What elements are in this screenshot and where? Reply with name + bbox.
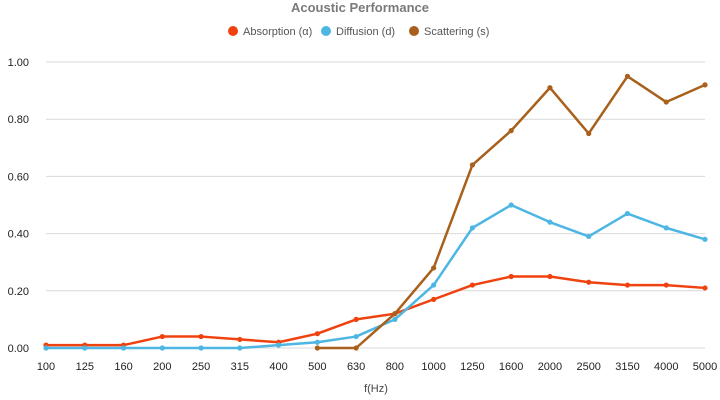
x-tick-label: 4000: [654, 361, 678, 373]
x-axis: 100 125 160 200 250 315 400 500 630 800 1000 1250 16…: [37, 361, 717, 373]
data-point: [547, 273, 553, 280]
series-group: [43, 73, 708, 351]
series-line: [44, 203, 707, 350]
data-point: [392, 316, 398, 322]
data-point: [353, 316, 359, 322]
x-tick-label: 250: [192, 361, 210, 373]
data-point: [547, 85, 553, 91]
y-tick-label: 0.40: [8, 229, 29, 241]
x-tick-label: 2000: [538, 361, 562, 373]
series-line: [316, 75, 707, 350]
data-point: [663, 282, 669, 288]
data-point: [586, 279, 592, 285]
data-point: [469, 282, 476, 288]
data-point: [237, 345, 243, 351]
legend-marker: [321, 26, 331, 36]
data-point: [120, 345, 127, 351]
series-2: [314, 73, 708, 351]
data-point: [663, 225, 669, 231]
data-point: [508, 128, 514, 134]
legend-marker: [409, 26, 419, 36]
legend-item: Diffusion (d): [321, 26, 395, 38]
grid-lines: [46, 61, 705, 349]
data-point: [624, 282, 631, 288]
data-point: [624, 210, 631, 217]
data-point: [702, 285, 708, 291]
legend-label: Absorption (α): [243, 26, 312, 38]
data-point: [469, 162, 476, 168]
x-tick-label: 400: [269, 361, 287, 373]
x-tick-label: 200: [153, 361, 171, 373]
data-point: [43, 345, 49, 351]
data-point: [586, 130, 592, 137]
data-point: [198, 333, 204, 340]
series-0: [43, 273, 708, 348]
data-point: [237, 336, 243, 343]
y-axis: 0.00 0.20 0.40 0.60 0.80 1.00: [8, 57, 29, 355]
data-point: [702, 82, 708, 88]
data-point: [82, 345, 88, 351]
legend-label: Scattering (s): [424, 26, 489, 38]
data-point: [392, 311, 398, 317]
legend: Absorption (α) Diffusion (d) Scattering (s…: [228, 26, 489, 38]
y-tick-label: 0.60: [8, 171, 29, 183]
x-tick-label: 800: [386, 361, 404, 373]
data-point: [353, 345, 359, 351]
data-point: [198, 345, 204, 351]
x-tick-label: 1250: [460, 361, 484, 373]
y-tick-label: 0.80: [8, 114, 29, 126]
legend-item: Scattering (s): [409, 26, 489, 38]
data-point: [431, 282, 437, 288]
data-point: [469, 225, 476, 231]
data-point: [508, 202, 514, 208]
x-tick-label: 2500: [576, 361, 600, 373]
x-tick-label: 125: [76, 361, 94, 373]
x-tick-label: 5000: [693, 361, 717, 373]
data-point: [159, 333, 165, 340]
data-point: [159, 345, 165, 351]
data-point: [624, 73, 631, 79]
x-axis-title: f(Hz): [364, 383, 388, 395]
series-1: [43, 202, 708, 351]
legend-label: Diffusion (d): [336, 26, 395, 38]
data-point: [586, 233, 592, 240]
x-tick-label: 1000: [421, 361, 445, 373]
y-tick-label: 0.00: [8, 343, 29, 355]
x-tick-label: 160: [114, 361, 132, 373]
data-point: [547, 219, 553, 225]
x-tick-label: 500: [308, 361, 326, 373]
series-line: [44, 275, 707, 347]
x-tick-label: 100: [37, 361, 55, 373]
data-point: [275, 342, 282, 348]
legend-item: Absorption (α): [228, 26, 312, 38]
data-point: [314, 339, 320, 345]
data-point: [314, 345, 320, 351]
data-point: [702, 236, 708, 242]
data-point: [431, 296, 437, 302]
data-point: [314, 331, 320, 337]
y-tick-label: 1.00: [8, 57, 29, 69]
x-tick-label: 630: [347, 361, 365, 373]
x-tick-label: 1600: [499, 361, 523, 373]
data-point: [508, 273, 514, 280]
x-tick-label: 3150: [615, 361, 639, 373]
legend-marker: [228, 26, 238, 36]
y-tick-label: 0.20: [8, 286, 29, 298]
data-point: [353, 333, 359, 340]
chart-title: Acoustic Performance: [291, 0, 429, 15]
x-tick-label: 315: [231, 361, 249, 373]
data-point: [431, 265, 437, 271]
data-point: [663, 99, 669, 105]
